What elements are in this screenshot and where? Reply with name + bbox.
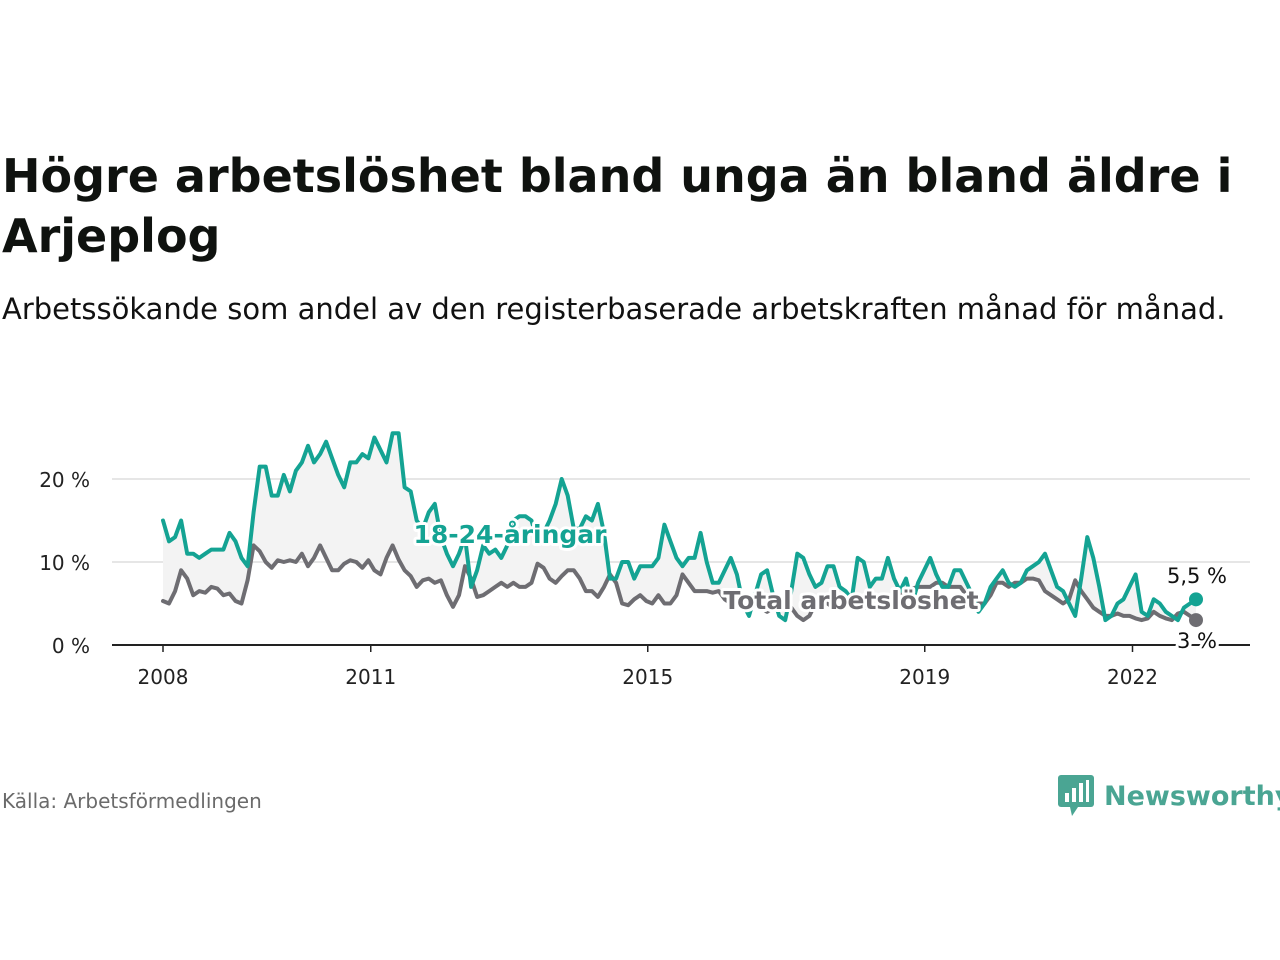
end-point-total-arbetslöshet	[1189, 613, 1203, 628]
chart-title: Högre arbetslöshet bland unga än bland ä…	[2, 149, 1233, 263]
x-tick-label: 2019	[899, 665, 950, 689]
brand[interactable]: Newsworthy	[1058, 772, 1280, 820]
y-tick-label: 0 %	[52, 634, 90, 658]
end-label-total: 3 %	[1177, 629, 1217, 653]
area-between-series	[163, 433, 1196, 621]
newsworthy-logo-icon	[1058, 775, 1094, 816]
x-tick-label: 2011	[345, 665, 396, 689]
end-label-youth: 5,5 %	[1167, 564, 1227, 588]
end-label-youth-halo: 5,5 %	[1167, 564, 1227, 588]
series-line-18-24-åringar	[161, 431, 1198, 623]
x-tick-label: 2022	[1107, 665, 1158, 689]
series-label-total-halo: Total arbetslöshet	[723, 586, 978, 615]
end-point-18-24-åringar	[1189, 592, 1203, 607]
source-note: Källa: Arbetsförmedlingen	[2, 789, 262, 813]
brand-name: Newsworthy	[1104, 780, 1280, 812]
area-layer	[163, 433, 1196, 621]
series-label-total: Total arbetslöshet	[723, 586, 978, 615]
end-label-total-halo: 3 %	[1177, 629, 1217, 653]
line-chart: 0 % 10 % 20 % 2008 2011 2015 2019 2022 18-24-år…	[39, 431, 1250, 689]
x-tick-label: 2008	[138, 665, 189, 689]
chart-subtitle: Arbetssökande som andel av den registerb…	[2, 292, 1226, 326]
series-label-youth: 18-24-åringar	[414, 520, 608, 549]
y-tick-label: 10 %	[39, 551, 90, 575]
series-label-youth-halo: 18-24-åringar	[414, 520, 608, 549]
y-tick-label: 20 %	[39, 468, 90, 492]
x-tick-label: 2015	[622, 665, 673, 689]
line-layer	[161, 431, 1203, 628]
